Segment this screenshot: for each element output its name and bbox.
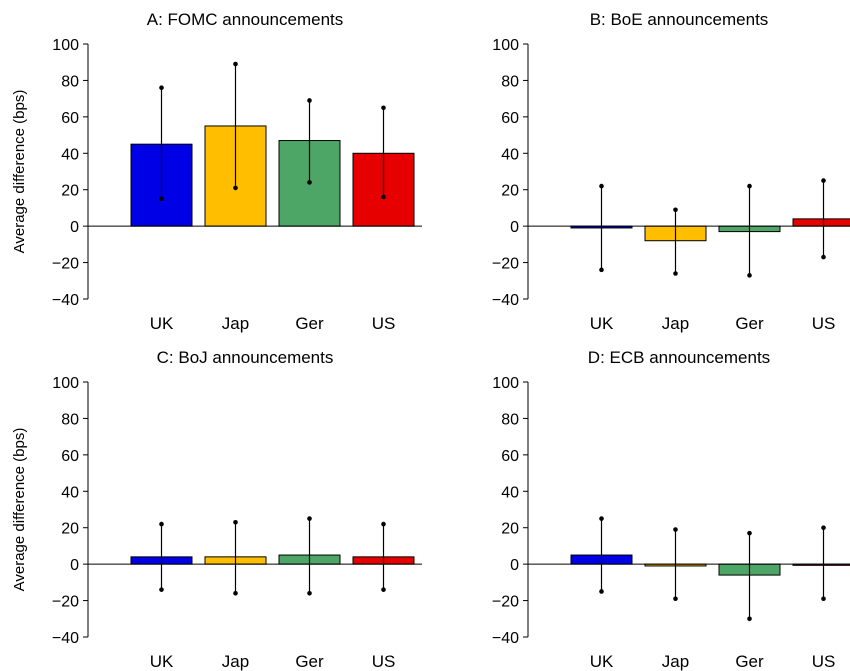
y-tick-label: 0 (70, 557, 79, 574)
y-tick-label: 100 (52, 37, 79, 54)
panel-title: D: ECB announcements (588, 348, 770, 367)
y-tick-label: −40 (492, 630, 519, 647)
y-tick-label: −40 (52, 292, 79, 309)
y-axis-label: Average difference (bps) (11, 428, 28, 592)
y-tick-label: 60 (61, 448, 79, 465)
y-tick-label: 0 (510, 557, 519, 574)
category-label: UK (590, 314, 614, 333)
error-cap-high (307, 98, 312, 103)
error-cap-low (233, 590, 238, 596)
panel-title: A: FOMC announcements (147, 10, 344, 29)
error-cap-low (821, 254, 826, 260)
y-tick-label: 20 (501, 183, 519, 200)
y-tick-label: −20 (492, 594, 519, 611)
error-cap-low (821, 596, 826, 602)
y-tick-label: 40 (501, 146, 519, 163)
category-label: UK (150, 314, 174, 333)
category-label: US (812, 652, 836, 671)
error-cap-high (159, 85, 164, 91)
error-cap-high (673, 527, 678, 532)
bar-us (792, 218, 850, 227)
error-cap-low (307, 590, 312, 596)
panel-a: A: FOMC announcements Average difference … (11, 10, 422, 333)
y-tick-label: 60 (501, 110, 519, 127)
y-tick-label: 60 (61, 110, 79, 127)
y-tick-label: 80 (501, 411, 519, 428)
y-tick-label: 20 (61, 521, 79, 538)
error-cap-low (159, 587, 164, 592)
category-label: Ger (735, 652, 764, 671)
y-tick-label: 80 (61, 411, 79, 428)
panel-title: B: BoE announcements (590, 10, 769, 29)
y-axis-label: Average difference (bps) (11, 90, 28, 254)
error-cap-high (381, 521, 386, 527)
y-tick-label: −20 (52, 256, 79, 273)
y-tick-label: 40 (501, 484, 519, 501)
panel-title: C: BoJ announcements (157, 348, 334, 367)
y-tick-label: 20 (61, 183, 79, 200)
error-cap-high (307, 516, 312, 521)
panel-d: D: ECB announcements 100 80 60 40 20 0 −20 −40 UK… (492, 348, 850, 671)
category-label: US (372, 314, 396, 333)
y-tick-label: −40 (492, 292, 519, 309)
y-tick-label: 100 (52, 375, 79, 392)
error-cap-high (821, 525, 826, 531)
category-label: Ger (735, 314, 764, 333)
category-label: UK (150, 652, 174, 671)
error-cap-high (381, 105, 386, 111)
category-label: US (812, 314, 836, 333)
y-tick-label: −20 (492, 256, 519, 273)
error-cap-low (747, 273, 752, 278)
category-label: Ger (295, 652, 324, 671)
error-cap-low (673, 271, 678, 276)
error-cap-high (747, 183, 752, 189)
y-tick-label: 60 (501, 448, 519, 465)
category-label: US (372, 652, 396, 671)
error-cap-low (673, 596, 678, 602)
category-label: Ger (295, 314, 324, 333)
error-cap-high (233, 519, 238, 525)
y-tick-label: 20 (501, 521, 519, 538)
panel-b: B: BoE announcements 100 80 60 40 20 0 −20 −40 UK… (492, 10, 850, 333)
error-cap-low (233, 185, 238, 191)
error-cap-high (821, 178, 826, 183)
error-cap-high (159, 521, 164, 527)
y-tick-label: 100 (492, 375, 519, 392)
error-cap-high (747, 530, 752, 536)
y-tick-label: 0 (70, 219, 79, 236)
y-tick-label: 40 (61, 484, 79, 501)
category-label: UK (590, 652, 614, 671)
error-cap-low (747, 616, 752, 622)
error-cap-low (599, 267, 604, 273)
y-tick-label: 80 (501, 73, 519, 90)
category-label: Jap (662, 314, 689, 333)
error-cap-high (599, 183, 604, 189)
y-tick-label: −20 (52, 594, 79, 611)
y-tick-label: 40 (61, 146, 79, 163)
error-cap-low (381, 587, 386, 592)
y-tick-label: 80 (61, 73, 79, 90)
error-cap-low (599, 589, 604, 594)
category-label: Jap (222, 652, 249, 671)
category-label: Jap (662, 652, 689, 671)
error-cap-high (233, 61, 238, 67)
category-label: Jap (222, 314, 249, 333)
panel-c: C: BoJ announcements Average difference (… (11, 348, 422, 671)
y-tick-label: −40 (52, 630, 79, 647)
error-cap-low (307, 180, 312, 185)
error-cap-low (381, 194, 386, 200)
y-tick-label: 100 (492, 37, 519, 54)
error-cap-high (673, 207, 678, 213)
y-tick-label: 0 (510, 219, 519, 236)
error-cap-low (159, 196, 164, 202)
error-cap-high (599, 516, 604, 521)
